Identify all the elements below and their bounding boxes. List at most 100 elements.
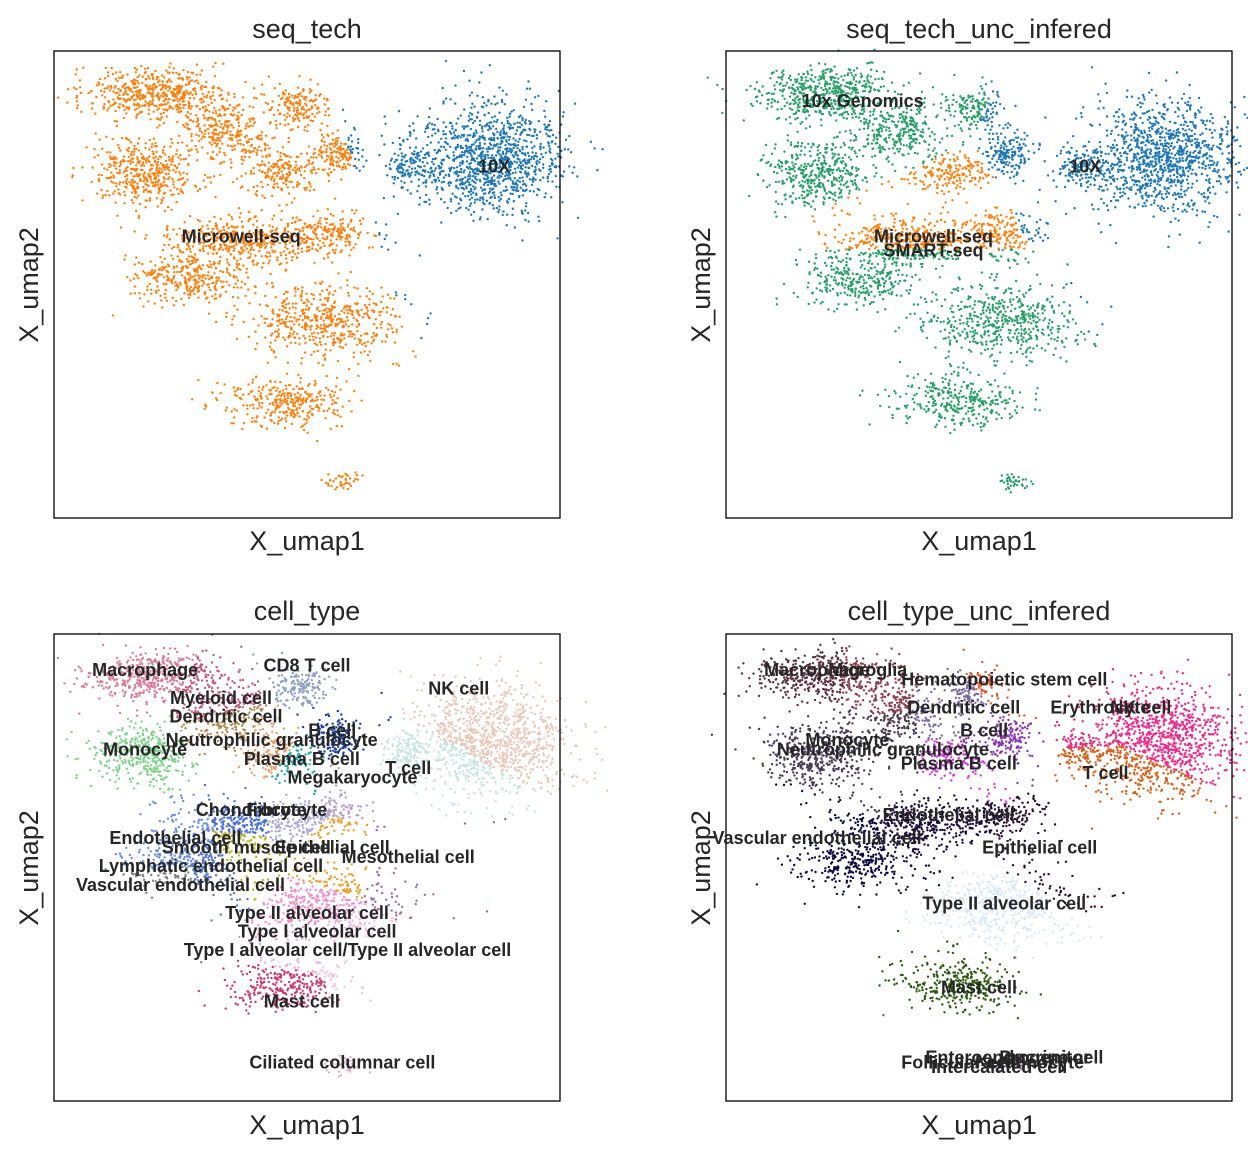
scatter-point [236, 114, 239, 118]
scatter-point [349, 148, 352, 151]
scatter-point [295, 408, 298, 412]
scatter-point [152, 110, 155, 113]
scatter-point [126, 276, 129, 279]
scatter-point [110, 157, 114, 161]
scatter-point [457, 202, 460, 205]
scatter-point [283, 398, 287, 401]
scatter-point [362, 165, 365, 168]
scatter-point [266, 361, 269, 364]
scatter-point [276, 387, 279, 390]
scatter-point [313, 379, 317, 383]
scatter-point [514, 181, 517, 184]
scatter-point [333, 401, 336, 404]
scatter-point [182, 69, 185, 72]
scatter-point [498, 152, 501, 156]
scatter-point [146, 288, 149, 292]
scatter-point [127, 146, 130, 150]
scatter-point [302, 88, 305, 91]
scatter-point [318, 239, 322, 242]
scatter-point [361, 316, 365, 319]
scatter-point [110, 164, 113, 167]
scatter-point [208, 260, 211, 263]
scatter-point [508, 138, 511, 141]
scatter-point [176, 90, 180, 94]
scatter-point [145, 188, 148, 191]
scatter-point [164, 172, 168, 176]
scatter-point [103, 96, 107, 99]
scatter-point [490, 121, 493, 124]
scatter-point [341, 346, 345, 349]
scatter-point [180, 260, 184, 264]
scatter-point [198, 187, 202, 191]
scatter-point [555, 136, 558, 139]
scatter-point [323, 323, 326, 326]
scatter-point [172, 183, 175, 186]
scatter-point [469, 127, 473, 131]
scatter-point [190, 148, 193, 151]
scatter-point [112, 192, 115, 195]
scatter-point [226, 250, 230, 253]
scatter-point [149, 178, 153, 181]
scatter-point [326, 208, 329, 211]
scatter-point [345, 158, 348, 161]
scatter-point [177, 162, 181, 166]
scatter-point [206, 94, 209, 97]
scatter-point [298, 182, 301, 186]
scatter-point [186, 111, 189, 114]
scatter-point [236, 387, 240, 390]
scatter-point [342, 486, 345, 490]
scatter-point [282, 300, 285, 304]
scatter-point [337, 272, 340, 275]
scatter-point [410, 303, 413, 306]
scatter-point [138, 92, 142, 95]
scatter-point [487, 100, 490, 103]
scatter-point [323, 103, 327, 106]
scatter-point [237, 296, 240, 299]
scatter-point [236, 142, 240, 145]
scatter-point [252, 106, 255, 109]
scatter-point [231, 148, 234, 152]
scatter-point [426, 143, 429, 147]
scatter-point [311, 119, 315, 123]
scatter-point [358, 169, 361, 172]
scatter-point [158, 84, 161, 87]
scatter-point [181, 100, 184, 103]
scatter-point [357, 158, 360, 161]
scatter-point [156, 76, 160, 79]
scatter-point [394, 291, 398, 294]
scatter-point [203, 274, 206, 277]
scatter-point [372, 340, 375, 343]
scatter-point [287, 122, 290, 126]
scatter-point [175, 200, 178, 204]
scatter-point [365, 306, 368, 310]
scatter-point [165, 299, 169, 302]
scatter-point [543, 109, 546, 113]
scatter-point [455, 170, 458, 173]
scatter-point [396, 176, 400, 180]
scatter-point [113, 164, 116, 168]
scatter-point [528, 87, 532, 90]
scatter-point [185, 248, 188, 251]
scatter-point [269, 272, 272, 276]
scatter-point [201, 276, 204, 279]
scatter-point [171, 71, 175, 74]
scatter-point [546, 175, 550, 178]
scatter-point [336, 359, 340, 363]
scatter-point [154, 289, 158, 293]
scatter-point [266, 171, 270, 174]
scatter-point [333, 197, 337, 200]
scatter-point [357, 141, 360, 144]
scatter-point [209, 97, 212, 100]
scatter-point [499, 143, 502, 146]
scatter-point [306, 431, 309, 434]
scatter-point [171, 141, 174, 145]
scatter-point [311, 407, 315, 411]
scatter-point [381, 295, 384, 298]
scatter-point [327, 107, 330, 110]
scatter-point [196, 117, 200, 120]
scatter-point [269, 255, 272, 258]
scatter-point [189, 250, 192, 253]
scatter-point [284, 180, 287, 183]
scatter-point [310, 172, 314, 175]
scatter-point [284, 118, 287, 122]
